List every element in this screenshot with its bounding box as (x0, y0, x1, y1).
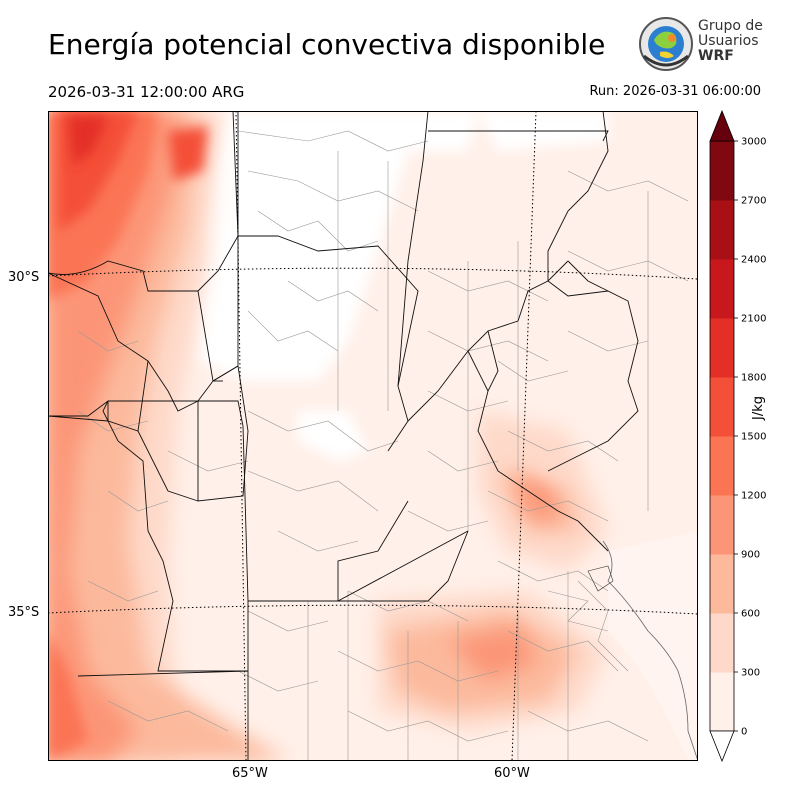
map-frame (48, 111, 698, 761)
buenos-aires-area (587, 565, 614, 592)
colorbar-unit-label: J/kg (751, 396, 766, 421)
colorbar-ticks: 0 300 600 900 1200 1500 1800 2100 2400 2700 3000 (734, 137, 766, 738)
logo-line-2: Usuarios (698, 33, 759, 49)
colorbar-tick-label: 2400 (741, 255, 766, 266)
province-boundaries (48, 111, 639, 761)
colorbar-tick-label: 2100 (741, 314, 766, 325)
colorbar-tick-label: 1500 (741, 432, 766, 443)
cape-map (48, 111, 698, 761)
coastline (602, 540, 698, 761)
globe-logo-icon (639, 17, 693, 71)
colorbar-swatches (709, 140, 735, 732)
graticule (48, 111, 698, 761)
lon-label-65w: 65°W (232, 766, 268, 781)
cape-1800-zone (68, 116, 108, 166)
colorbar-swatch (710, 495, 734, 555)
colorbar-swatch (710, 141, 734, 201)
ocean-area (608, 531, 698, 761)
colorbar-tick-label: 1800 (741, 373, 766, 384)
colorbar-tick-label: 0 (741, 727, 747, 738)
colorbar-swatch (710, 613, 734, 673)
colorbar-swatch (710, 554, 734, 614)
run-time: Run: 2026-03-31 06:00:00 (589, 84, 761, 99)
colorbar-tick-label: 600 (741, 609, 760, 620)
colorbar-swatch (710, 672, 734, 732)
lon-label-60w: 60°W (494, 766, 530, 781)
map-title: Energía potencial convectiva disponible (48, 28, 606, 61)
colorbar-tick-label: 900 (741, 550, 760, 561)
lat-label-30s: 30°S (8, 270, 40, 285)
colorbar-swatch (710, 377, 734, 437)
colorbar-tick-label: 300 (741, 668, 760, 679)
colorbar-tick-label: 2700 (741, 196, 766, 207)
colorbar-under-triangle (709, 730, 735, 763)
colorbar-swatch (710, 259, 734, 319)
colorbar-tick-label: 1200 (741, 491, 766, 502)
colorbar-swatch (710, 200, 734, 260)
lat-label-35s: 35°S (8, 605, 40, 620)
colorbar: 0 300 600 900 1200 1500 1800 2100 2400 2700 3000 J… (709, 109, 766, 763)
logo-line-1: Grupo de (698, 18, 763, 34)
wrf-logo: Grupo de Usuarios WRF (638, 16, 768, 72)
department-boundaries (77, 130, 689, 761)
colorbar-over-triangle (709, 109, 735, 142)
colorbar-swatch (710, 436, 734, 496)
colorbar-swatch (710, 318, 734, 378)
logo-line-3: WRF (698, 48, 734, 64)
colorbar-tick-label: 3000 (741, 137, 766, 148)
valid-time: 2026-03-31 12:00:00 ARG (48, 83, 245, 101)
